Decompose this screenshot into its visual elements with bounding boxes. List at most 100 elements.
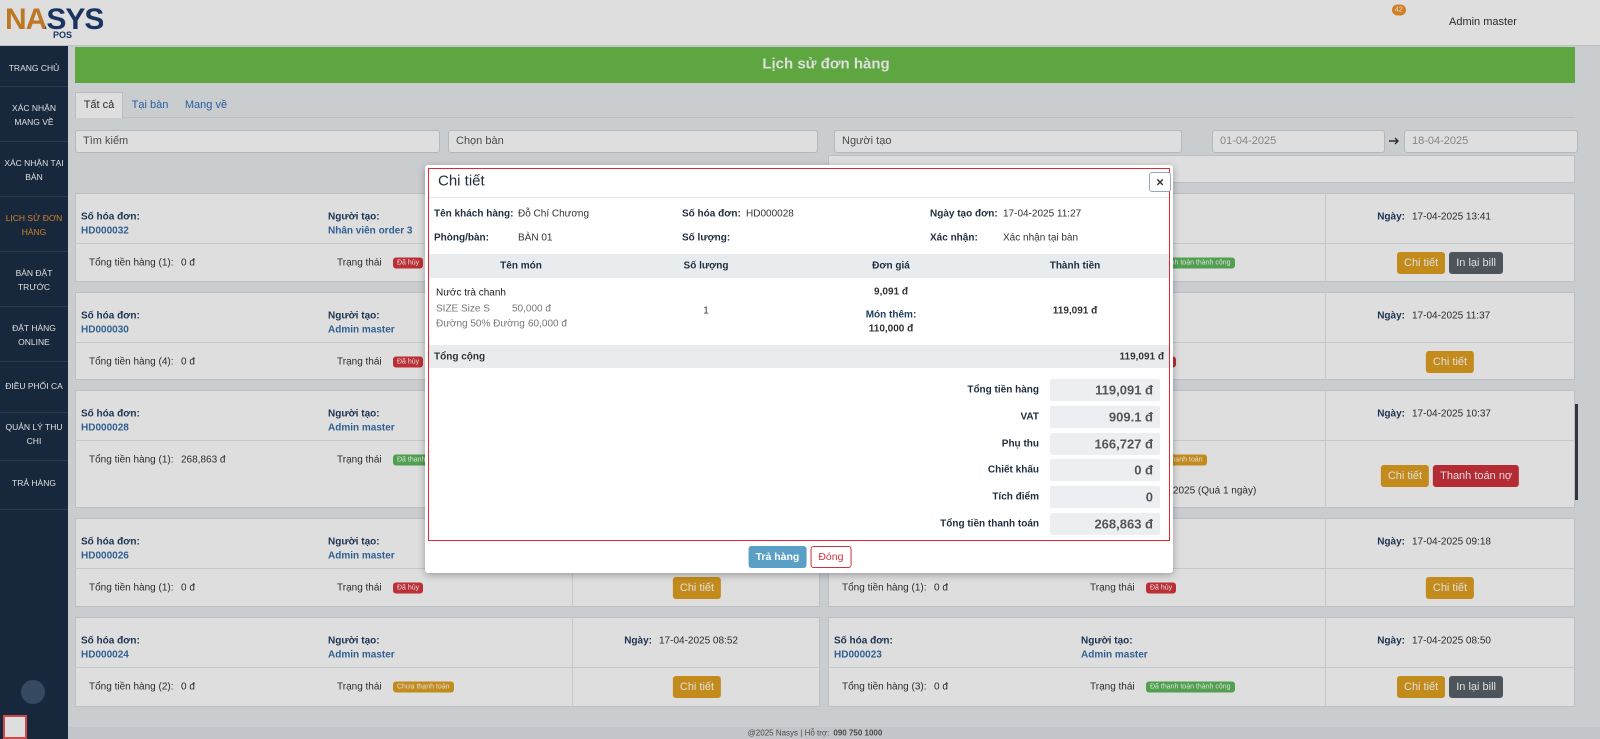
modal-close-icon: × <box>1156 174 1164 190</box>
sidebar-item[interactable]: XÁC NHẬN TẠI BÀN <box>4 158 64 182</box>
tab[interactable]: Mang về <box>184 99 228 111</box>
summary-box <box>1050 486 1160 509</box>
column-divider <box>572 617 573 707</box>
invoice-number: HD000023 <box>834 649 882 661</box>
creator-label: Người tạo: <box>328 635 380 647</box>
filter-input[interactable] <box>448 130 818 153</box>
sidebar-item[interactable]: TRẢ HÀNG <box>12 478 56 488</box>
table-header-cell: Thành tiền <box>1049 260 1101 272</box>
date-label: Ngày: <box>1377 211 1405 223</box>
card-buttons: Chi tiết <box>672 577 722 599</box>
invoice-label: Số hóa đơn: <box>81 211 140 223</box>
button[interactable]: Thanh toán nợ <box>1433 465 1520 487</box>
card-buttons: Chi tiết In lại bill <box>1397 252 1503 274</box>
footer-copy: @2025 Nasys | Hỗ trợ: <box>747 728 830 738</box>
date-label: Ngày: <box>1377 536 1405 548</box>
button[interactable]: Đóng <box>810 546 852 568</box>
filter-input[interactable] <box>75 130 440 153</box>
status-badge: Đã hủy <box>393 582 424 594</box>
creator: Admin master <box>328 324 395 336</box>
sidebar-separator <box>0 412 68 413</box>
total-label: Tổng tiền hàng (2): <box>89 681 174 693</box>
sidebar-item[interactable]: QUẢN LÝ THU CHI <box>5 422 63 446</box>
overdue-note: 17-04-2025 (Quá 1 ngày) <box>1144 485 1257 497</box>
sidebar-separator <box>0 141 68 142</box>
summary-label: Tổng tiền hàng <box>967 384 1039 396</box>
creator-label: Người tạo: <box>328 310 380 322</box>
invoice-label: Số hóa đơn: <box>834 635 893 647</box>
summary-value: 166,727 đ <box>1094 436 1153 452</box>
status-label: Trạng thái <box>337 582 382 594</box>
tab[interactable]: Tại bàn <box>131 99 169 111</box>
status-label: Trạng thái <box>1090 582 1135 594</box>
total: 0 đ <box>181 681 195 693</box>
table-total: 119,091 đ <box>1119 351 1164 363</box>
sidebar-item[interactable]: XÁC NHẬN MANG VỀ <box>12 103 56 127</box>
item-quantity: 1 <box>703 305 709 317</box>
footer-text: @2025 Nasys | Hỗ trợ: 090 750 1000 <box>748 729 883 738</box>
button[interactable]: In lại bill <box>1449 676 1503 698</box>
brand-icon <box>3 715 27 739</box>
item-option: Đường 50% Đường <box>436 318 525 330</box>
button[interactable]: Chi tiết <box>1425 351 1475 373</box>
summary-label: Phụ thu <box>1001 438 1039 450</box>
banner-title: Lịch sử đơn hàng <box>762 55 890 73</box>
summary-box <box>1050 405 1160 428</box>
summary-label: Chiết khấu <box>987 464 1039 476</box>
summary-value: 0 đ <box>1134 462 1153 478</box>
status-label: Trạng thái <box>337 681 382 693</box>
sidebar-separator <box>0 196 68 197</box>
status-badge: Đã thanh toán <box>393 454 445 466</box>
status-label: Trạng thái <box>1090 681 1135 693</box>
button[interactable]: Chi tiết <box>672 577 722 599</box>
item-option-price: 60,000 đ <box>528 318 567 330</box>
creator: Admin master <box>328 649 395 661</box>
card-divider <box>828 243 1575 244</box>
sidebar-separator <box>0 509 68 510</box>
creator: Nhân viên order 3 <box>328 225 413 237</box>
sidebar-item[interactable]: ĐẶT HÀNG ONLINE <box>12 323 56 347</box>
item-unit-price: 9,091 đ <box>874 286 908 298</box>
date: 17-04-2025 08:50 <box>1412 635 1491 647</box>
sidebar-item[interactable]: ĐIỀU PHỐI CA <box>5 381 63 391</box>
card-divider <box>828 440 1575 441</box>
modal-close[interactable] <box>1149 172 1171 192</box>
creator-label: Người tạo: <box>328 408 380 420</box>
banner <box>75 47 1575 83</box>
card-buttons: Chi tiết <box>1425 351 1475 373</box>
button[interactable]: Chi tiết <box>1380 465 1430 487</box>
column-divider <box>1325 193 1326 282</box>
info-label: Số hóa đơn: <box>682 208 741 220</box>
total: 0 đ <box>181 356 195 368</box>
summary-value: 119,091 đ <box>1095 382 1153 398</box>
total-label: Tổng tiền hàng (3): <box>842 681 927 693</box>
info-value: HD000028 <box>746 208 794 220</box>
sidebar-item[interactable]: BÀN ĐẶT TRƯỚC <box>15 268 53 292</box>
status-label: Trạng thái <box>337 257 382 269</box>
button[interactable]: Trả hàng <box>748 546 807 568</box>
button[interactable]: Chi tiết <box>1425 577 1475 599</box>
filter-input[interactable] <box>834 130 1182 153</box>
button[interactable]: In lại bill <box>1449 252 1503 274</box>
summary-box <box>1050 459 1160 482</box>
card-divider <box>828 667 1575 668</box>
item-extra-price: 110,000 đ <box>868 323 914 335</box>
button[interactable]: Chi tiết <box>672 676 722 698</box>
logo-sub: POS <box>53 30 73 40</box>
sidebar-item[interactable]: TRANG CHỦ <box>8 63 60 73</box>
invoice-number: HD000024 <box>81 649 129 661</box>
filter-input[interactable] <box>1404 130 1578 153</box>
modal-buttons: Trả hàng Đóng <box>748 546 852 568</box>
sidebar-separator <box>0 361 68 362</box>
button[interactable]: Chi tiết <box>1397 676 1446 698</box>
sidebar-separator <box>0 460 68 461</box>
filter-input[interactable] <box>1212 130 1385 153</box>
button[interactable]: Chi tiết <box>1397 252 1446 274</box>
table-header-cell: Tên món <box>500 260 542 272</box>
date-label: Ngày: <box>1377 408 1405 420</box>
card-buttons: Chi tiết Thanh toán nợ <box>1380 465 1520 487</box>
tab[interactable]: Tất cả <box>83 99 115 111</box>
total-label: Tổng tiền hàng (1): <box>89 582 174 594</box>
sidebar-item[interactable]: LỊCH SỬ ĐƠN HÀNG <box>5 213 63 237</box>
logo: NASYS <box>5 3 104 36</box>
